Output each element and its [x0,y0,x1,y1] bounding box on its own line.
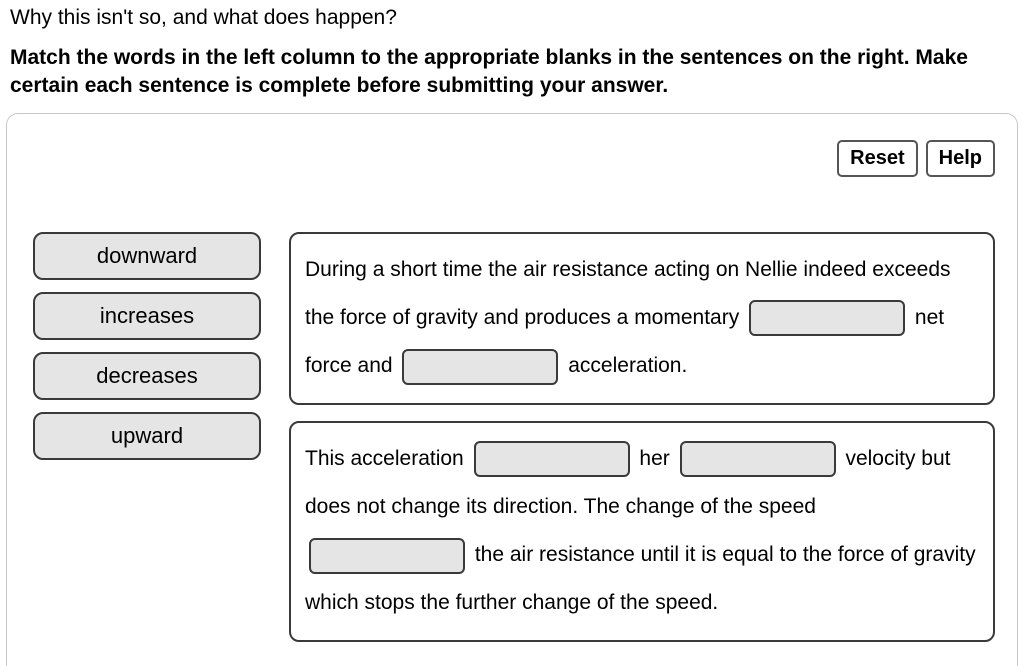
reset-button[interactable]: Reset [837,140,917,177]
word-bank: downward increases decreases upward [33,232,261,460]
sentence-block-1: During a short time the air resistance a… [289,232,995,405]
drop-slot-5[interactable] [309,538,465,574]
drop-slot-4[interactable] [680,441,836,477]
sentence-text: This acceleration [305,447,470,470]
exercise-panel: Reset Help downward increases decreases … [6,113,1018,666]
sentence-block-2: This acceleration her velocity but does … [289,421,995,642]
sentence-text: acceleration. [562,354,687,377]
sentence-text: her [634,447,676,470]
question-text: Why this isn't so, and what does happen? [10,6,1014,30]
content-row: downward increases decreases upward Duri… [29,232,995,642]
sentence-column: During a short time the air resistance a… [289,232,995,642]
drop-slot-1[interactable] [749,300,905,336]
exercise-header: Why this isn't so, and what does happen?… [0,0,1024,113]
word-chip-upward[interactable]: upward [33,412,261,460]
drop-slot-2[interactable] [402,349,558,385]
help-button[interactable]: Help [926,140,995,177]
word-chip-downward[interactable]: downward [33,232,261,280]
word-chip-decreases[interactable]: decreases [33,352,261,400]
toolbar: Reset Help [837,140,995,177]
instruction-text: Match the words in the left column to th… [10,44,1014,101]
word-chip-increases[interactable]: increases [33,292,261,340]
drop-slot-3[interactable] [474,441,630,477]
